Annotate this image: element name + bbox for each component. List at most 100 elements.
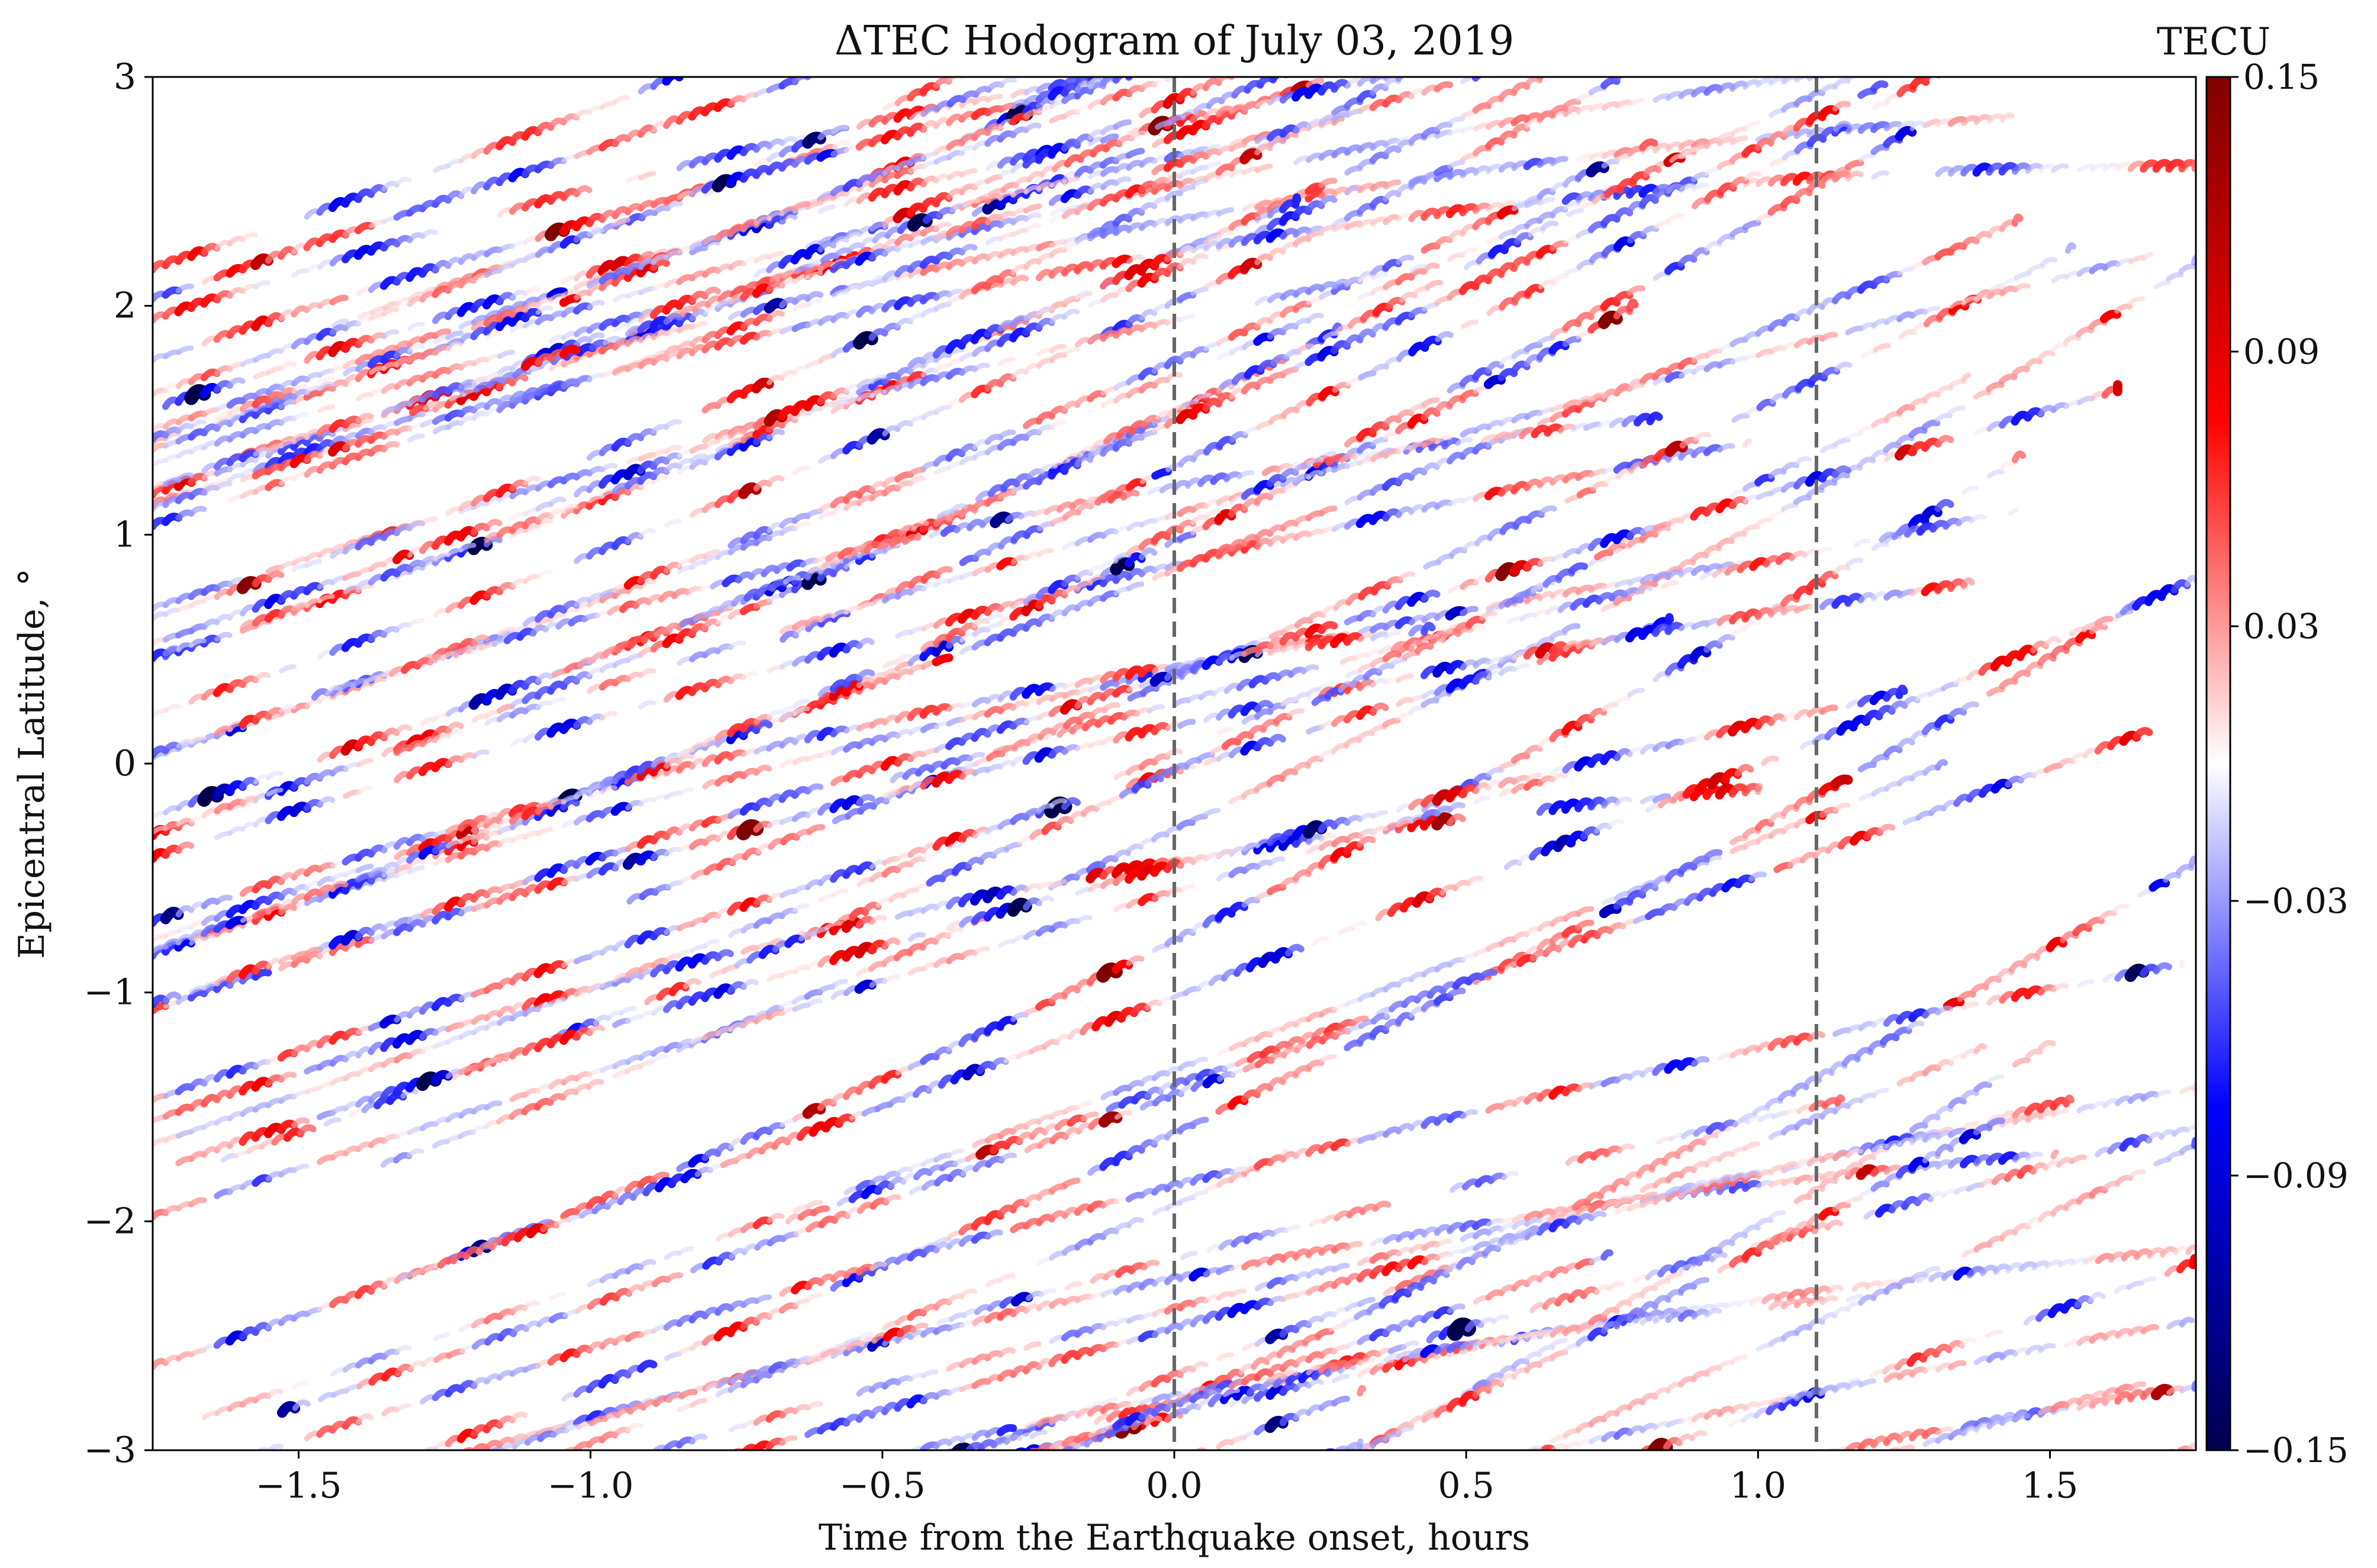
track-segment xyxy=(775,1493,788,1499)
track-segment xyxy=(1771,1458,1784,1466)
track-segment xyxy=(175,841,195,854)
track-segment xyxy=(435,1458,448,1464)
track-segment xyxy=(2151,1456,2165,1463)
track-segment xyxy=(1601,101,1619,111)
track-segment xyxy=(1319,1054,1337,1064)
track-segment xyxy=(1768,77,1786,86)
track-segment xyxy=(1819,77,1827,79)
track-segment xyxy=(2002,50,2015,54)
track-segment xyxy=(461,1487,474,1492)
track-segment xyxy=(942,1481,955,1485)
track-segment xyxy=(1065,1498,1078,1504)
track-segment xyxy=(1938,66,1951,72)
track-segment xyxy=(936,1473,949,1478)
track-segment xyxy=(1627,688,1645,697)
track-segment xyxy=(538,1510,551,1517)
track-segment xyxy=(1861,67,1874,72)
track-segment xyxy=(1743,620,1761,629)
track-segment xyxy=(2079,41,2092,47)
track-segment xyxy=(445,722,464,733)
track-segment xyxy=(1318,505,1338,516)
track-segment xyxy=(1048,1455,1061,1461)
track-segment xyxy=(1151,467,1173,480)
track-segment xyxy=(1977,46,1991,50)
track-segment xyxy=(1818,479,1838,491)
track-segment xyxy=(1755,133,1774,143)
track-segment xyxy=(461,1505,474,1511)
track-segment xyxy=(908,475,926,485)
track-segment xyxy=(1270,1492,1283,1498)
track-segment xyxy=(1146,704,1165,714)
track-segment xyxy=(2167,1448,2178,1450)
track-segment xyxy=(1626,298,1639,313)
track-segment xyxy=(1062,308,1080,319)
track-segment xyxy=(1832,802,1851,812)
track-segment xyxy=(535,827,553,836)
track-segment xyxy=(266,1389,284,1399)
track-segment xyxy=(1768,510,1786,519)
track-segment xyxy=(1360,4,1373,9)
track-segment xyxy=(1934,413,1953,423)
track-segment xyxy=(1309,1473,1322,1478)
track-segment xyxy=(1499,1498,1512,1505)
track-segment xyxy=(1202,807,1221,817)
track-segment xyxy=(1424,65,1437,71)
track-segment xyxy=(1732,7,1745,14)
track-segment xyxy=(1832,564,1851,575)
track-segment xyxy=(1984,1509,1997,1515)
track-segment xyxy=(1267,733,1286,747)
track-segment xyxy=(2003,29,2016,35)
track-segment xyxy=(1180,1455,1193,1461)
track-segment xyxy=(1961,485,1979,495)
track-segment xyxy=(1090,1489,1103,1495)
track-segment xyxy=(1014,1447,1029,1450)
track-segment xyxy=(2087,1477,2100,1483)
track-segment xyxy=(1986,686,2005,697)
track-segment xyxy=(435,1496,448,1502)
track-segment xyxy=(1604,1495,1617,1500)
track-segment xyxy=(993,1463,1006,1470)
track-segment xyxy=(1579,1501,1592,1505)
track-segment xyxy=(1925,58,1938,63)
track-segment xyxy=(949,1470,962,1474)
track-segment xyxy=(1061,797,1081,810)
track-segment xyxy=(1553,14,1566,18)
track-segment xyxy=(1986,469,2005,479)
track-segment xyxy=(1934,759,1948,771)
track-segment xyxy=(2012,669,2031,682)
track-segment xyxy=(1604,29,1617,36)
track-segment xyxy=(1960,701,1979,712)
track-segment xyxy=(2008,507,2020,516)
track-segment xyxy=(980,1467,993,1474)
track-segment xyxy=(1539,1506,1553,1514)
track-segment xyxy=(2028,47,2041,51)
track-segment xyxy=(1845,123,1864,135)
track-segment xyxy=(2011,365,2030,377)
track-segment xyxy=(1642,3,1655,9)
track-segment xyxy=(2027,264,2045,273)
track-segment xyxy=(1989,52,2002,56)
track-segment xyxy=(638,700,656,710)
track-segment xyxy=(637,1360,658,1373)
track-segment xyxy=(2075,629,2096,643)
track-segment xyxy=(1815,546,1832,556)
track-segment xyxy=(1474,1507,1487,1513)
track-segment xyxy=(2016,21,2029,28)
track-segment xyxy=(2041,46,2054,51)
track-segment xyxy=(2114,303,2133,314)
track-segment xyxy=(1587,707,1608,720)
track-segment xyxy=(1793,128,1812,140)
track-segment xyxy=(1296,1479,1309,1485)
track-segment xyxy=(535,518,553,528)
track-segment xyxy=(805,1200,823,1210)
track-segment xyxy=(827,1480,840,1486)
track-segment xyxy=(1575,906,1595,916)
track-segment xyxy=(1421,262,1440,273)
track-segment xyxy=(638,1259,656,1270)
track-segment xyxy=(1668,1480,1681,1486)
track-segment xyxy=(1496,205,1519,219)
track-segment xyxy=(1707,12,1720,18)
track-segment xyxy=(808,1509,821,1514)
track-segment xyxy=(371,1467,384,1473)
track-segment xyxy=(1254,163,1273,173)
